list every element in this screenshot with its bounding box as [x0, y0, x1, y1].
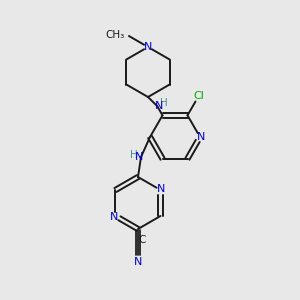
Text: N: N	[135, 152, 143, 162]
Text: N: N	[197, 132, 205, 142]
Text: H: H	[130, 150, 138, 160]
Text: Cl: Cl	[193, 91, 204, 101]
Text: N: N	[110, 212, 119, 222]
Text: N: N	[157, 184, 166, 194]
Text: N: N	[134, 257, 142, 267]
Text: N: N	[144, 42, 152, 52]
Text: C: C	[138, 235, 146, 245]
Text: H: H	[160, 98, 168, 108]
Text: CH₃: CH₃	[106, 30, 125, 40]
Text: N: N	[155, 101, 164, 111]
